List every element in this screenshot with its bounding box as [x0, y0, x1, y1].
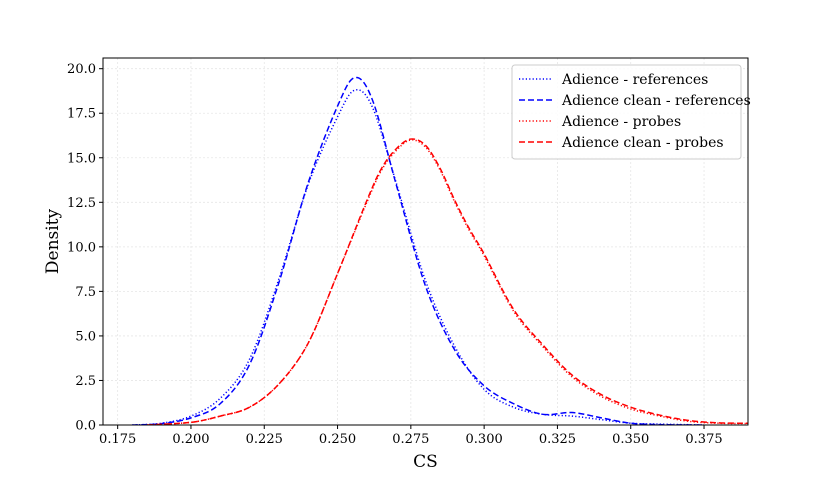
plot-lines	[132, 76, 748, 425]
legend-box	[511, 64, 742, 160]
x-tick-label: 0.375	[685, 432, 722, 447]
y-tick-label: 5.0	[75, 329, 96, 344]
x-tick-label: 0.350	[612, 432, 649, 447]
x-tick-label: 0.250	[319, 432, 356, 447]
y-tick-label: 12.5	[67, 196, 96, 211]
series-line-2	[146, 139, 748, 425]
series-line-1	[132, 76, 705, 425]
y-tick-label: 10.0	[67, 240, 96, 255]
y-tick-label: 15.0	[67, 151, 96, 166]
y-tick-label: 7.5	[75, 285, 96, 300]
legend-label: Adience clean - references	[561, 93, 751, 109]
x-tick-label: 0.225	[246, 432, 283, 447]
plot-frame	[102, 57, 749, 426]
x-tick-label: 0.200	[172, 432, 209, 447]
y-tick-label: 0.0	[75, 419, 96, 434]
legend-label: Adience clean - probes	[561, 135, 724, 151]
y-tick-label: 2.5	[75, 374, 96, 389]
y-tick-label: 20.0	[67, 62, 96, 77]
series-line-0	[132, 89, 705, 425]
y-axis-label: Density	[43, 208, 63, 274]
series-line-3	[146, 138, 748, 425]
x-tick-label: 0.275	[392, 432, 429, 447]
legend: Adience - references Adience clean - refe…	[511, 64, 751, 160]
x-tick-label: 0.300	[466, 432, 503, 447]
x-tick-label: 0.325	[539, 432, 576, 447]
axis-ticks: 0.175 0.200 0.225 0.250 0.275 0.300 0.325 0.350…	[67, 62, 723, 447]
y-tick-label: 17.5	[67, 107, 96, 122]
legend-label: Adience - references	[561, 72, 708, 88]
legend-label: Adience - probes	[561, 114, 681, 130]
x-axis-label: CS	[413, 452, 438, 472]
x-tick-label: 0.175	[99, 432, 136, 447]
